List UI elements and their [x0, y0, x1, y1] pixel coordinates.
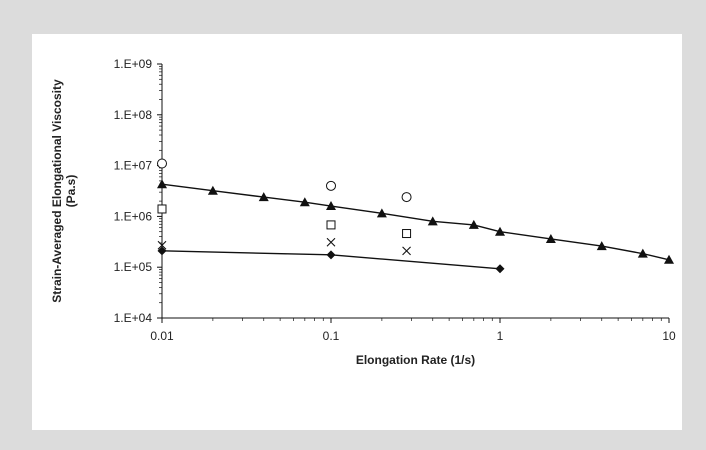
circle-marker	[326, 180, 336, 191]
triangle-marker	[299, 197, 310, 207]
data-series	[157, 158, 674, 274]
y-tick-label: 1.E+06	[114, 209, 153, 223]
series-triangle-filled	[157, 179, 674, 264]
series-line	[161, 183, 670, 261]
diamond-marker	[157, 246, 167, 256]
x-marker	[402, 246, 411, 256]
triangle-marker	[427, 216, 438, 226]
chart-panel: 0.01 0.1 1 10 1.E+09 1.E+08 1.E+07 1.E+06 1.E+0…	[32, 34, 682, 430]
circle-marker	[401, 192, 412, 203]
series-diamond-filled	[157, 246, 505, 274]
x-marker	[326, 237, 336, 247]
diamond-marker	[326, 250, 336, 260]
series-x	[157, 237, 411, 256]
square-marker	[157, 204, 167, 214]
x-marker	[157, 240, 167, 250]
y-tick-label: 1.E+09	[114, 57, 153, 71]
triangle-marker	[326, 201, 336, 211]
x-axis-title: Elongation Rate (1/s)	[356, 353, 475, 367]
triangle-marker	[596, 241, 607, 251]
triangle-marker	[157, 179, 167, 189]
diamond-marker	[495, 264, 505, 274]
x-tick-label: 0.1	[323, 329, 340, 343]
y-axis-title-line-1: Strain-Averaged Elongational Viscosity	[50, 79, 64, 303]
x-tick-label: 0.01	[150, 329, 174, 343]
plot-axes	[161, 64, 669, 319]
square-marker	[326, 220, 336, 230]
triangle-marker	[637, 248, 648, 258]
triangle-marker	[468, 219, 479, 229]
x-tick-label: 1	[497, 329, 504, 343]
y-tick-label: 1.E+05	[114, 260, 153, 274]
circle-marker	[157, 158, 167, 169]
y-axis-title-line-2: (Pa.s)	[64, 175, 78, 208]
x-tick-label: 10	[662, 329, 676, 343]
series-square-open	[157, 204, 412, 239]
y-tick-label: 1.E+08	[114, 108, 153, 122]
triangle-marker	[495, 226, 505, 236]
y-tick-label: 1.E+07	[114, 159, 153, 173]
y-axis-ticks: 1.E+09 1.E+08 1.E+07 1.E+06 1.E+05 1.E+04	[114, 57, 162, 325]
triangle-marker	[258, 192, 269, 202]
triangle-marker	[207, 185, 218, 195]
viscosity-chart: 0.01 0.1 1 10 1.E+091.E+081.E+071.E+061.E+0…	[50, 57, 676, 367]
square-marker	[402, 229, 412, 239]
y-tick-label: 1.E+04	[114, 311, 153, 325]
x-axis-ticks: 0.01 0.1 1 10	[150, 318, 676, 343]
triangle-marker	[545, 233, 556, 243]
triangle-marker	[376, 208, 387, 218]
triangle-marker	[664, 254, 674, 264]
series-circle-open	[157, 158, 412, 203]
